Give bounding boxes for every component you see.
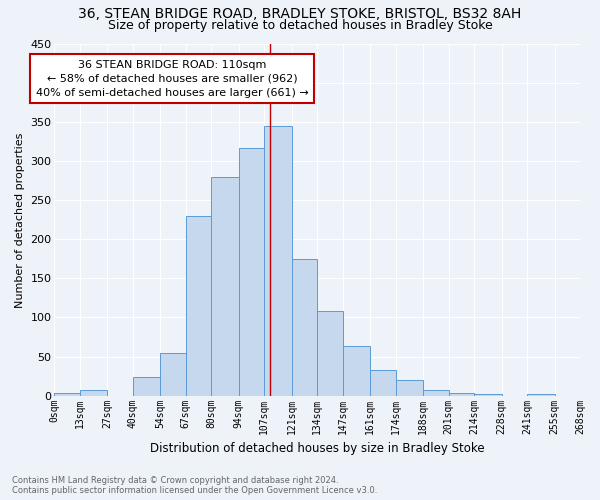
Bar	[474, 394, 502, 396]
Bar	[264, 126, 292, 396]
Y-axis label: Number of detached properties: Number of detached properties	[15, 132, 25, 308]
Bar	[55, 394, 80, 396]
Bar	[449, 392, 474, 396]
Bar	[527, 394, 554, 396]
Bar	[343, 346, 370, 396]
Bar	[80, 390, 107, 396]
Bar	[186, 216, 211, 396]
Bar	[292, 259, 317, 396]
Text: Contains HM Land Registry data © Crown copyright and database right 2024.
Contai: Contains HM Land Registry data © Crown c…	[12, 476, 377, 495]
Bar	[133, 377, 160, 396]
Bar	[211, 177, 239, 396]
Bar	[317, 311, 343, 396]
Text: Size of property relative to detached houses in Bradley Stoke: Size of property relative to detached ho…	[107, 19, 493, 32]
Text: 36 STEAN BRIDGE ROAD: 110sqm
← 58% of detached houses are smaller (962)
40% of s: 36 STEAN BRIDGE ROAD: 110sqm ← 58% of de…	[36, 60, 308, 98]
Bar	[370, 370, 395, 396]
Bar	[239, 148, 264, 396]
Bar	[395, 380, 423, 396]
Bar	[160, 352, 186, 396]
X-axis label: Distribution of detached houses by size in Bradley Stoke: Distribution of detached houses by size …	[150, 442, 485, 455]
Text: 36, STEAN BRIDGE ROAD, BRADLEY STOKE, BRISTOL, BS32 8AH: 36, STEAN BRIDGE ROAD, BRADLEY STOKE, BR…	[79, 8, 521, 22]
Bar	[423, 390, 449, 396]
